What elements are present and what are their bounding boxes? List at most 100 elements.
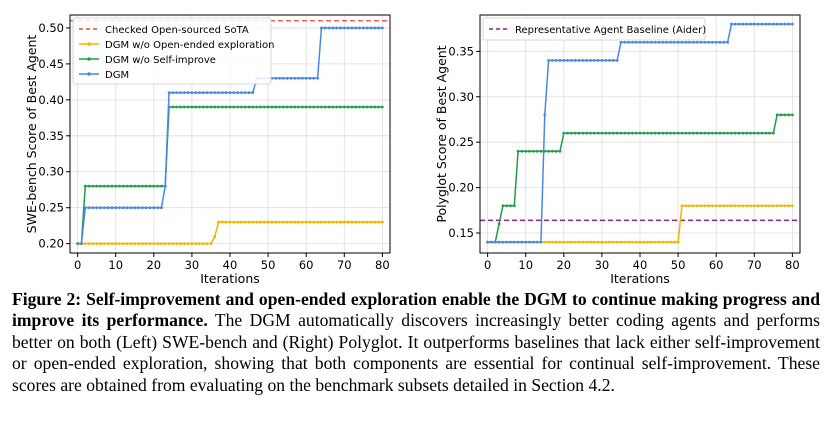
series-marker	[760, 131, 764, 135]
series-marker	[236, 105, 240, 109]
y-tick-label: 0.30	[448, 90, 474, 104]
series-marker	[650, 40, 653, 44]
series-marker	[163, 242, 167, 246]
series-marker	[285, 220, 289, 224]
series-marker	[201, 242, 205, 246]
series-marker	[251, 91, 255, 95]
series-marker	[373, 220, 377, 224]
series-marker	[642, 40, 646, 44]
series-marker	[528, 240, 531, 244]
series-marker	[365, 105, 369, 109]
series-marker	[638, 131, 642, 135]
series-marker	[722, 131, 726, 135]
legend-marker	[87, 72, 91, 76]
series-marker	[653, 240, 657, 244]
series-marker	[604, 59, 608, 62]
series-marker	[684, 131, 688, 135]
series-marker	[262, 220, 266, 224]
legend-marker	[87, 57, 91, 61]
series-marker	[661, 240, 665, 244]
series-marker	[779, 204, 783, 208]
series-marker	[220, 105, 224, 109]
series-marker	[589, 131, 592, 135]
series-marker	[354, 220, 358, 224]
x-tick-label: 60	[299, 258, 314, 272]
series-marker	[760, 22, 764, 26]
legend-box	[482, 17, 706, 41]
series-marker	[714, 40, 718, 44]
series-marker	[600, 131, 604, 135]
series-marker	[669, 131, 672, 135]
series-marker	[380, 26, 384, 30]
series-marker	[783, 113, 787, 117]
series-marker	[752, 22, 756, 26]
series-marker	[156, 242, 160, 246]
series-marker	[342, 105, 346, 109]
series-marker	[592, 59, 596, 62]
series-marker	[714, 204, 718, 208]
series-marker	[672, 131, 676, 135]
series-marker	[121, 184, 125, 188]
series-marker	[585, 240, 589, 244]
series-marker	[121, 242, 125, 246]
series-marker	[240, 105, 243, 109]
x-tick-label: 10	[518, 258, 533, 272]
series-marker	[745, 204, 749, 208]
series-marker	[232, 105, 236, 109]
series-marker	[99, 206, 102, 210]
series-marker	[346, 220, 350, 224]
series-marker	[695, 204, 699, 208]
series-marker	[520, 240, 524, 244]
series-marker	[749, 22, 752, 26]
series-marker	[669, 240, 672, 244]
series-marker	[653, 40, 657, 44]
series-marker	[787, 204, 790, 208]
legend-box	[72, 17, 272, 85]
series-marker	[669, 40, 672, 44]
x-tick-label: 0	[484, 258, 491, 272]
series-marker	[730, 204, 733, 208]
series-marker	[205, 242, 209, 246]
caption-text: The DGM automatically discovers increasi…	[12, 310, 820, 395]
series-marker	[558, 149, 562, 153]
series-marker	[331, 105, 335, 109]
series-marker	[110, 242, 114, 246]
series-marker	[630, 131, 634, 135]
legend-label: DGM w/o Open-ended exploration	[105, 40, 274, 51]
series-marker	[137, 184, 140, 188]
series-marker	[190, 105, 194, 109]
series-marker	[186, 242, 190, 246]
series-marker	[691, 131, 695, 135]
series-marker	[592, 240, 596, 244]
series-marker	[236, 220, 240, 224]
x-tick-label: 30	[185, 258, 200, 272]
series-marker	[752, 204, 756, 208]
series-marker	[114, 242, 118, 246]
series-marker	[596, 240, 600, 244]
series-marker	[665, 131, 669, 135]
series-marker	[596, 131, 600, 135]
series-marker	[380, 220, 384, 224]
series-marker	[209, 105, 213, 109]
series-marker	[106, 242, 110, 246]
series-marker	[293, 76, 297, 80]
series-marker	[714, 131, 718, 135]
series-marker	[373, 26, 377, 30]
series-marker	[570, 131, 573, 135]
y-tick-label: 0.25	[38, 201, 64, 215]
y-tick-label: 0.25	[448, 135, 474, 149]
series-marker	[775, 22, 779, 26]
series-marker	[369, 105, 373, 109]
series-marker	[790, 113, 794, 117]
series-marker	[600, 240, 604, 244]
series-marker	[137, 206, 140, 210]
series-marker	[91, 184, 95, 188]
series-marker	[198, 91, 201, 95]
series-marker	[619, 40, 623, 44]
series-marker	[756, 22, 760, 26]
x-tick-label: 60	[709, 258, 724, 272]
series-marker	[604, 240, 608, 244]
series-marker	[224, 91, 228, 95]
series-marker	[566, 131, 570, 135]
series-marker	[354, 105, 358, 109]
